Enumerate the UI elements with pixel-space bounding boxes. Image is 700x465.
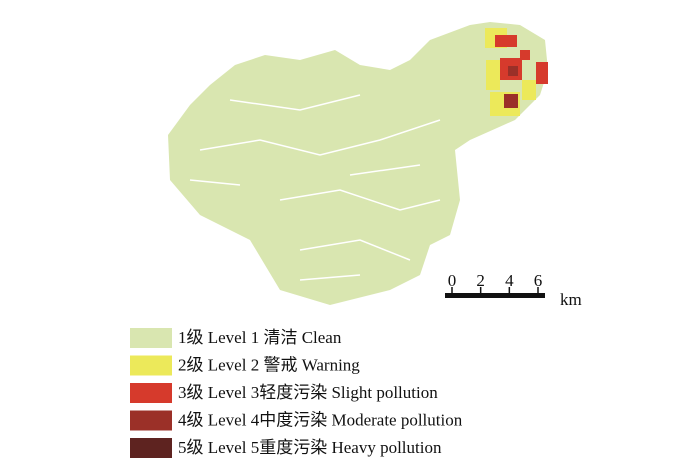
pollution-patch: [508, 66, 518, 76]
pollution-patch: [504, 94, 518, 108]
pollution-patch: [522, 80, 536, 100]
legend-swatch: [130, 328, 172, 348]
legend-label: 2级 Level 2 警戒 Warning: [178, 355, 360, 374]
legend-swatch: [130, 355, 172, 376]
region-shape: [168, 22, 548, 305]
scale-tick-label: 2: [476, 271, 485, 290]
legend-label: 3级 Level 3轻度污染 Slight pollution: [178, 383, 438, 402]
scale-unit: km: [560, 290, 582, 309]
legend-swatch: [130, 383, 172, 403]
texture: [189, 94, 441, 281]
pollution-patch: [536, 62, 548, 84]
pollution-patch: [520, 50, 530, 60]
legend-swatch: [130, 438, 172, 458]
pollution-patch: [486, 60, 500, 90]
legend-swatch: [130, 410, 172, 431]
legend-label: 4级 Level 4中度污染 Moderate pollution: [178, 410, 463, 429]
pollution-patch: [495, 35, 517, 47]
study-area: [168, 22, 548, 305]
scale-tick-label: 6: [534, 271, 543, 290]
legend-label: 1级 Level 1 清洁 Clean: [178, 328, 342, 347]
legend-label: 5级 Level 5重度污染 Heavy pollution: [178, 438, 442, 457]
scale-tick-label: 4: [505, 271, 514, 290]
scale-bar-line: [445, 293, 545, 298]
scale-tick-label: 0: [448, 271, 457, 290]
legend: 1级 Level 1 清洁 Clean 2级 Level 2 警戒 Warning…: [130, 328, 463, 458]
